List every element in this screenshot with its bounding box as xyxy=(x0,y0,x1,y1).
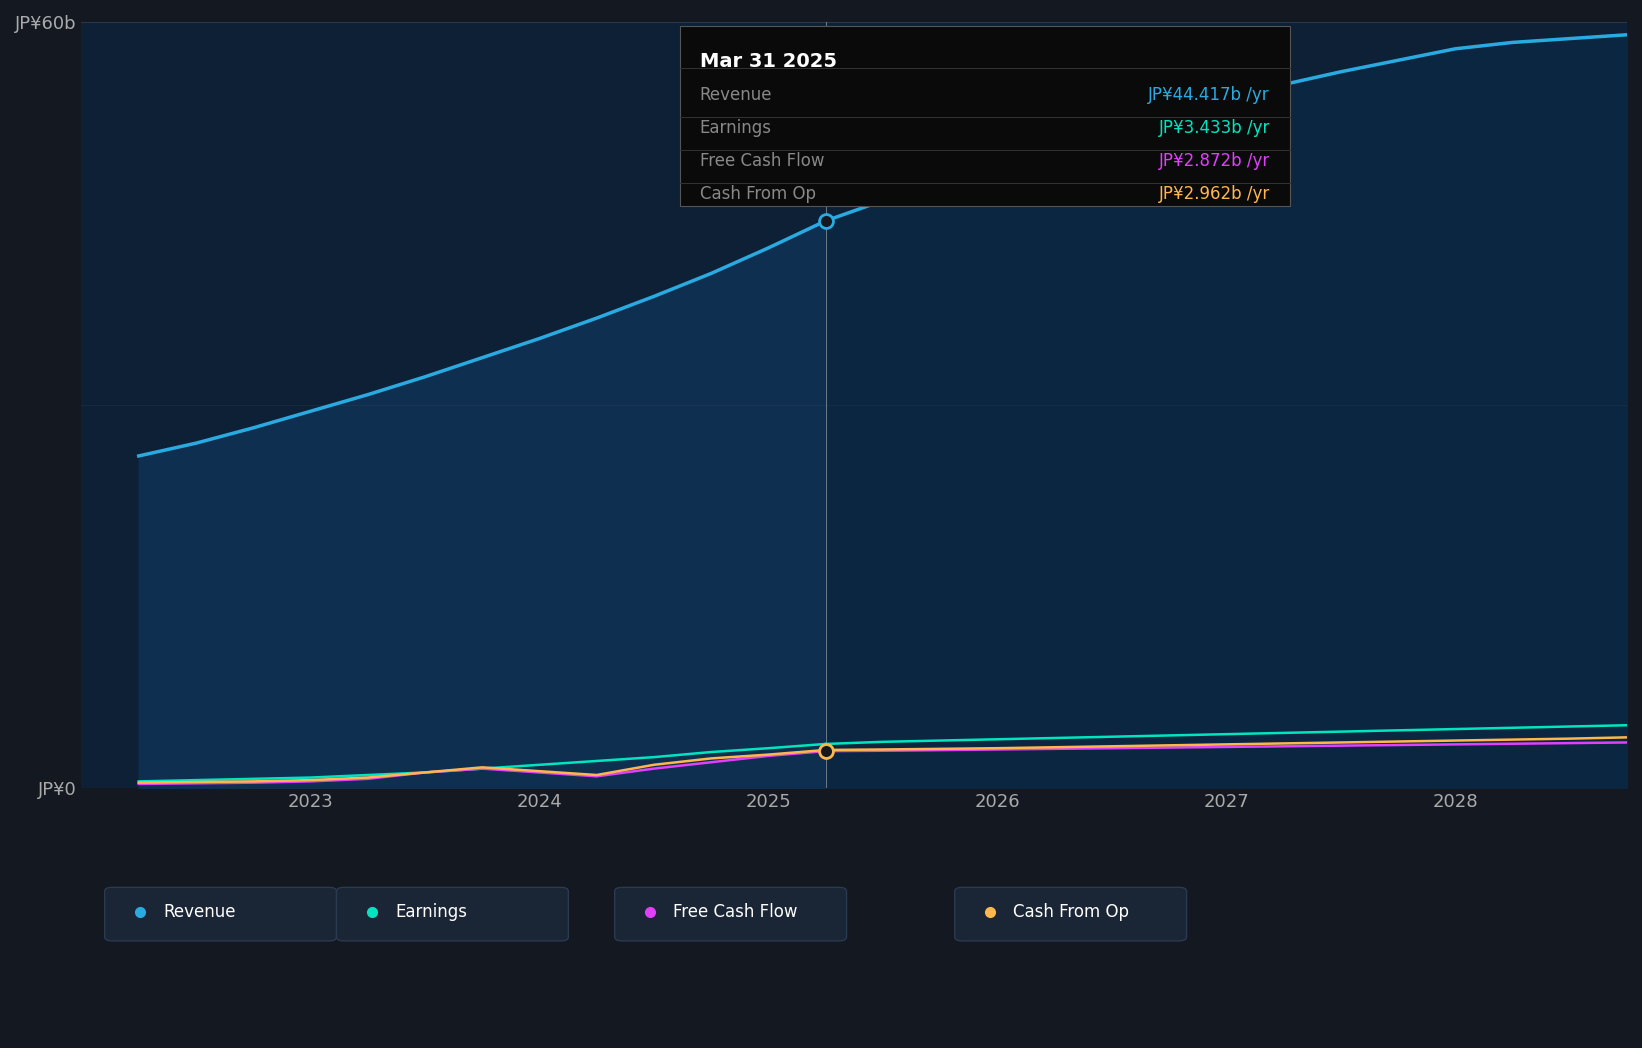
Text: JP¥2.872b /yr: JP¥2.872b /yr xyxy=(1159,152,1269,170)
Bar xyxy=(680,26,1291,205)
Text: Revenue: Revenue xyxy=(699,86,772,105)
FancyBboxPatch shape xyxy=(614,888,847,941)
Text: Earnings: Earnings xyxy=(699,119,772,137)
Text: Revenue: Revenue xyxy=(164,902,236,921)
Text: Cash From Op: Cash From Op xyxy=(699,184,816,202)
Text: JP¥3.433b /yr: JP¥3.433b /yr xyxy=(1159,119,1269,137)
Text: Free Cash Flow: Free Cash Flow xyxy=(673,902,798,921)
Text: Earnings: Earnings xyxy=(396,902,468,921)
FancyBboxPatch shape xyxy=(337,888,568,941)
Text: Cash From Op: Cash From Op xyxy=(1013,902,1130,921)
Text: Free Cash Flow: Free Cash Flow xyxy=(699,152,824,170)
FancyBboxPatch shape xyxy=(954,888,1187,941)
Text: JP¥2.962b /yr: JP¥2.962b /yr xyxy=(1159,184,1269,202)
Text: Past: Past xyxy=(777,114,814,132)
FancyBboxPatch shape xyxy=(105,888,337,941)
Text: JP¥44.417b /yr: JP¥44.417b /yr xyxy=(1148,86,1269,105)
Text: Analysts Forecasts: Analysts Forecasts xyxy=(837,114,1005,132)
Text: Mar 31 2025: Mar 31 2025 xyxy=(699,52,837,71)
